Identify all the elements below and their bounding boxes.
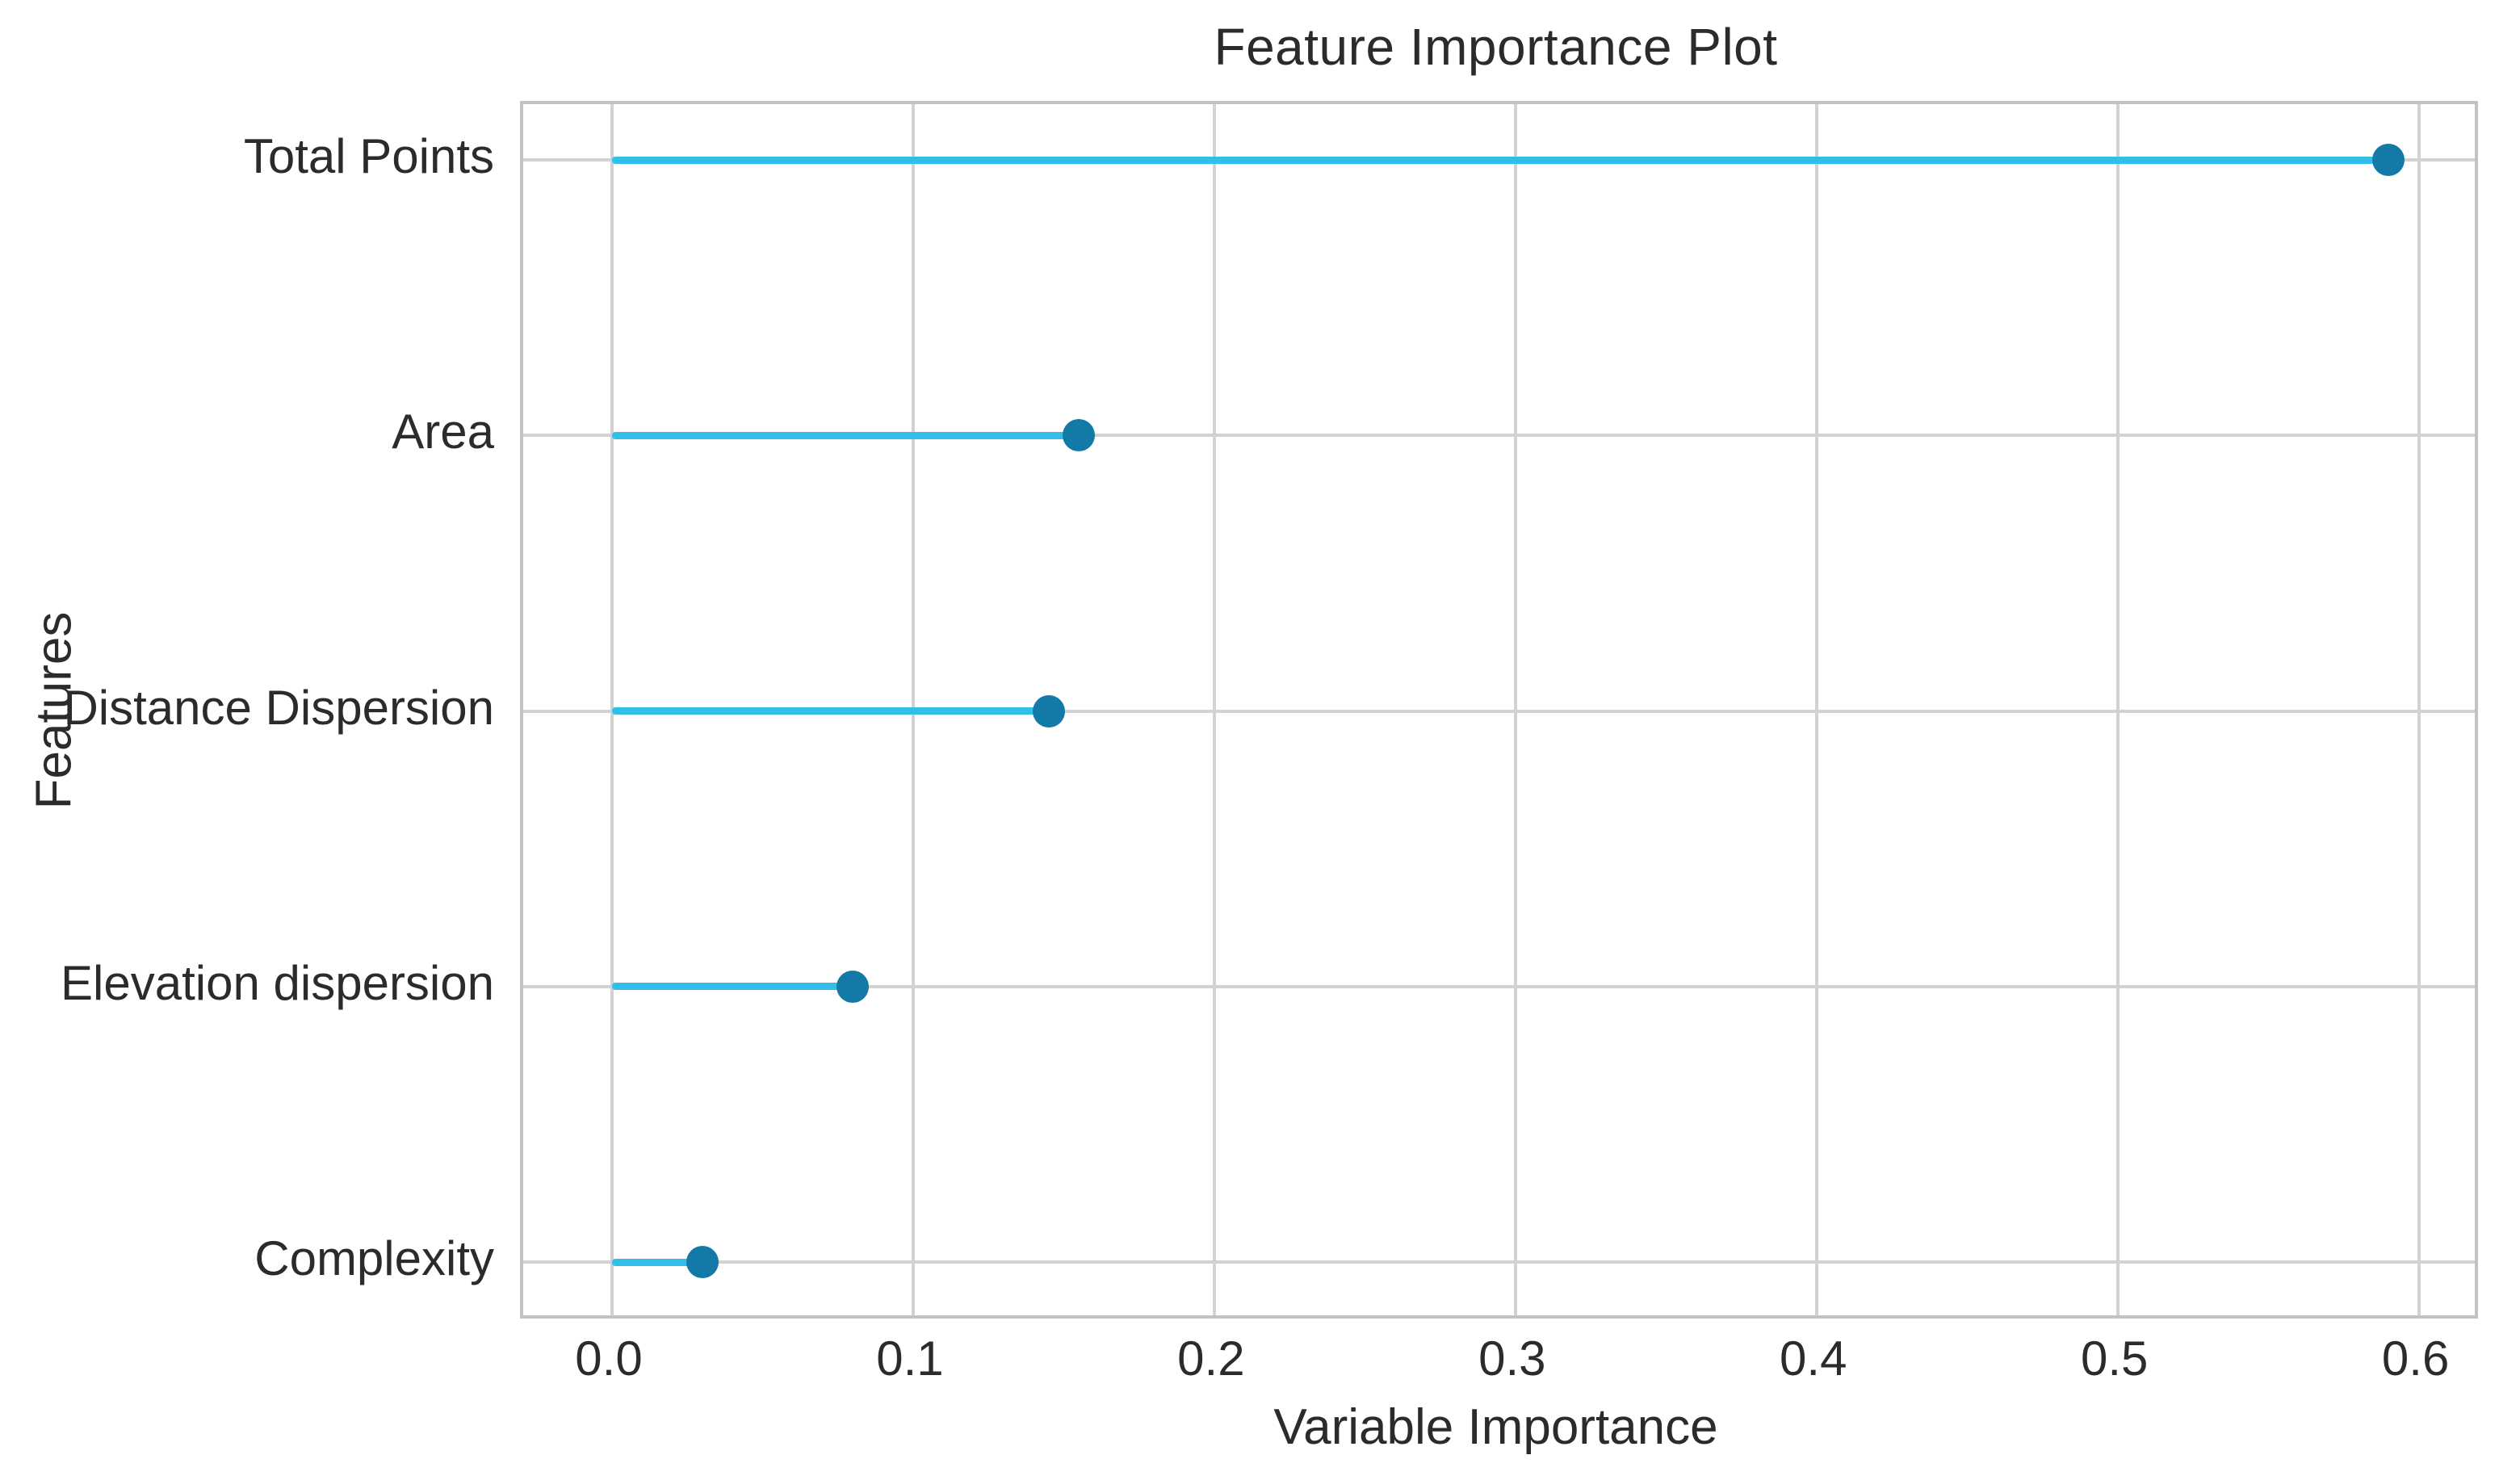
lollipop-marker: [2372, 144, 2405, 176]
lollipop-marker: [1063, 419, 1096, 452]
x-tick-label: 0.5: [2080, 1331, 2149, 1386]
y-gridline: [523, 984, 2475, 988]
chart-title: Feature Importance Plot: [1214, 18, 1778, 76]
lollipop-marker: [837, 970, 870, 1003]
y-gridline: [523, 709, 2475, 713]
x-tick-label: 0.1: [876, 1331, 944, 1386]
y-tick-label: Complexity: [254, 1231, 494, 1285]
x-tick-label: 0.3: [1478, 1331, 1546, 1386]
lollipop-marker: [686, 1246, 719, 1278]
y-tick-label: Area: [392, 405, 494, 459]
y-tick-label: Total Points: [243, 129, 494, 183]
lollipop-stem: [612, 1258, 702, 1266]
lollipop-stem: [612, 431, 1080, 439]
x-tick-label: 0.4: [1780, 1331, 1847, 1386]
y-tick-label: Elevation dispersion: [61, 955, 494, 1010]
lollipop-stem: [612, 156, 2389, 164]
x-tick-label: 0.2: [1177, 1331, 1245, 1386]
x-tick-label: 0.0: [575, 1331, 643, 1386]
lollipop-stem: [612, 707, 1049, 715]
y-gridline: [523, 1260, 2475, 1264]
x-tick-label: 0.6: [2381, 1331, 2450, 1386]
y-gridline: [523, 434, 2475, 438]
y-tick-label: Distance Dispersion: [63, 680, 494, 735]
plot-area: [520, 101, 2478, 1319]
lollipop-stem: [612, 983, 853, 991]
x-axis-label: Variable Importance: [1273, 1399, 1718, 1455]
lollipop-marker: [1032, 694, 1065, 728]
